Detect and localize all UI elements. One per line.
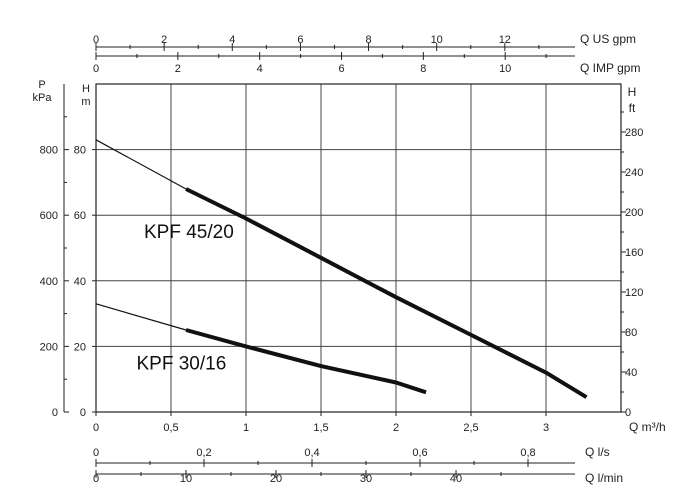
pressure-tick-label: 600 xyxy=(40,210,58,222)
axis-labels: 0 0,5 1 1,5 2 2,5 3 Q m³/h020406080Hm0200400600… xyxy=(33,32,666,485)
h-m-tick-label: 40 xyxy=(74,276,86,288)
bottom-axis-tick-label: 0 xyxy=(93,447,99,459)
top-axis-tick-label: 6 xyxy=(338,63,344,75)
h-m-tick-label: 0 xyxy=(80,407,86,419)
x-tick-label: 3 xyxy=(543,422,549,434)
h-m-tick-label: 80 xyxy=(74,145,86,157)
top-axis-tick-label: 2 xyxy=(161,34,167,46)
plot-frame xyxy=(95,83,622,413)
bottom-axis-tick-label: 0,4 xyxy=(304,447,319,459)
pressure-tick-label: 400 xyxy=(40,276,58,288)
h-m-unit-bottom: m xyxy=(81,96,90,108)
series-thin-segment xyxy=(95,139,187,190)
grid-lines xyxy=(95,83,622,413)
top-axis-tick-label: 2 xyxy=(175,63,181,75)
x-tick-label: 1 xyxy=(243,422,249,434)
top-axis-label: Q US gpm xyxy=(580,32,636,46)
x-tick-label: 2,5 xyxy=(463,422,478,434)
h-m-tick-label: 60 xyxy=(74,210,86,222)
pressure-tick-label: 800 xyxy=(40,145,58,157)
top-axis-tick-label: 12 xyxy=(499,34,511,46)
pressure-unit-bottom: kPa xyxy=(33,92,53,104)
ft-tick-label: 200 xyxy=(625,207,643,219)
bottom-axis-tick-label: 0,6 xyxy=(412,447,427,459)
pressure-tick-label: 200 xyxy=(40,341,58,353)
ft-tick-label: 120 xyxy=(625,287,643,299)
bottom-axis-tick-label: 0,2 xyxy=(196,447,211,459)
bottom-axis-tick-label: 40 xyxy=(450,473,462,485)
ft-tick-label: 0 xyxy=(625,407,631,419)
top-axis-tick-label: 8 xyxy=(420,63,426,75)
ft-tick-label: 160 xyxy=(625,247,643,259)
series-operating-segment xyxy=(185,328,427,395)
pressure-tick-label: 0 xyxy=(52,407,58,419)
x-tick-label: 2 xyxy=(393,422,399,434)
h-m-unit-top: H xyxy=(82,83,90,95)
bottom-axis-tick-label: 0,8 xyxy=(520,447,535,459)
ft-tick-label: 40 xyxy=(625,367,637,379)
top-axis-tick-label: 4 xyxy=(257,63,263,75)
x-tick-label: 1,5 xyxy=(313,422,328,434)
bottom-axis-tick-label: 20 xyxy=(270,473,282,485)
top-axis-tick-label: 10 xyxy=(431,34,443,46)
ft-tick-label: 280 xyxy=(625,127,643,139)
x-tick-label: 0,5 xyxy=(163,422,178,434)
top-axis-tick-label: 10 xyxy=(499,63,511,75)
series-thin-segment xyxy=(95,303,187,331)
bottom-axis-label: Q l/s xyxy=(585,445,610,459)
series-curves xyxy=(95,139,588,399)
x-axis-label: Q m³/h xyxy=(629,420,666,434)
top-axis-tick-label: 6 xyxy=(297,34,303,46)
series-name-label: KPF 45/20 xyxy=(144,222,234,243)
bottom-axis-tick-label: 0 xyxy=(93,473,99,485)
bottom-axis-tick-label: 30 xyxy=(360,473,372,485)
series-operating-segment xyxy=(185,187,588,399)
bottom-axis-tick-label: 10 xyxy=(180,473,192,485)
ft-tick-label: 240 xyxy=(625,167,643,179)
x-tick-label: 0 xyxy=(93,422,99,434)
pressure-unit-top: P xyxy=(38,79,45,91)
top-axis-label: Q IMP gpm xyxy=(580,61,640,75)
ft-tick-label: 80 xyxy=(625,327,637,339)
top-axis-tick-label: 0 xyxy=(93,63,99,75)
top-axis-tick-label: 4 xyxy=(229,34,235,46)
ft-unit-bottom: ft xyxy=(629,101,636,115)
h-m-tick-label: 20 xyxy=(74,341,86,353)
top-axis-tick-label: 8 xyxy=(365,34,371,46)
top-axis-tick-label: 0 xyxy=(93,34,99,46)
series-name-label: KPF 30/16 xyxy=(137,353,227,374)
axes xyxy=(63,43,626,478)
bottom-axis-label: Q l/min xyxy=(585,471,623,485)
ft-unit-top: H xyxy=(628,85,637,99)
